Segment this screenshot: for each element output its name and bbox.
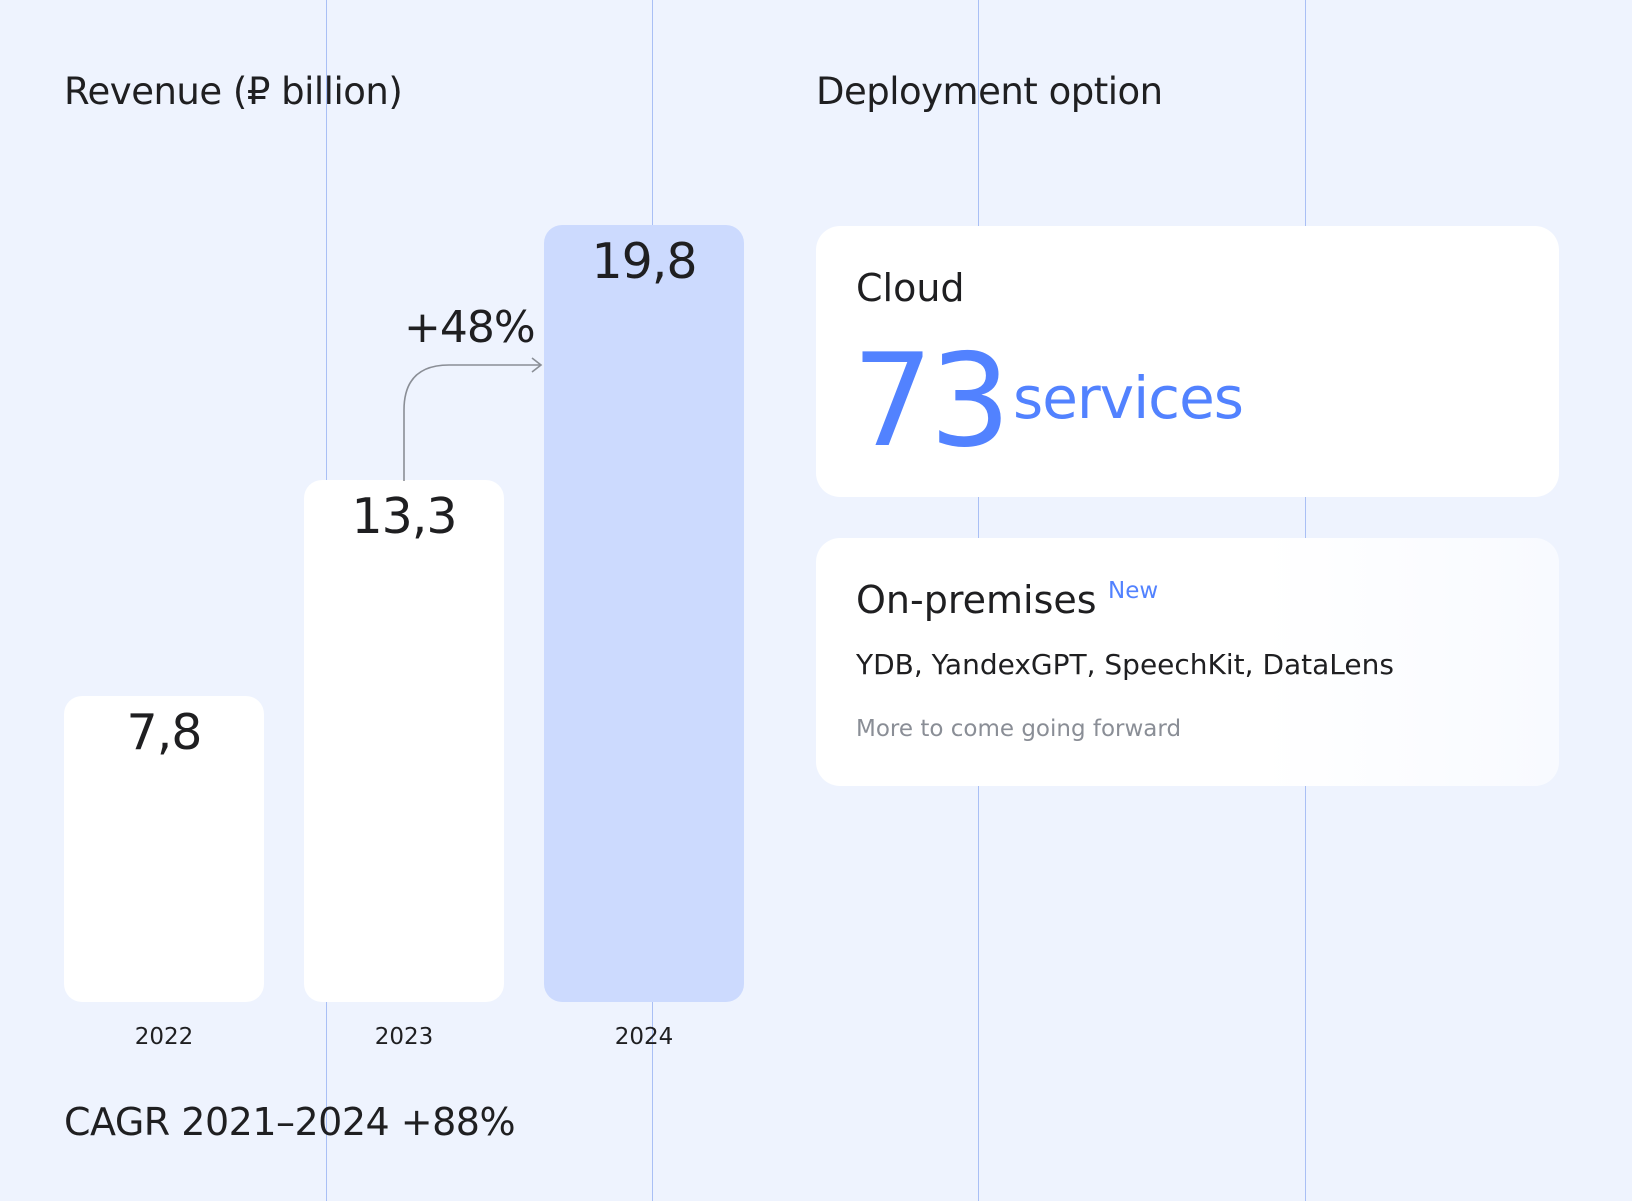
bar-2022: 7,8 [64,696,264,1002]
growth-label: +48% [404,302,536,353]
cloud-services-unit: services [1013,364,1244,432]
on-premises-title: On-premises [856,578,1097,622]
bar-value-label-2023: 13,3 [351,488,457,545]
deployment-title: Deployment option [816,70,1163,113]
x-tick-label-2022: 2022 [134,1024,194,1050]
x-tick-label-2023: 2023 [374,1024,434,1050]
on-premises-note: More to come going forward [856,716,1182,742]
cloud-card: Cloud 73 services [816,226,1559,497]
bar-value-label-2024: 19,8 [591,233,697,290]
chart-title: Revenue (₽ billion) [64,70,403,113]
cloud-title: Cloud [856,266,965,310]
on-premises-card: On-premises New YDB, YandexGPT, SpeechKi… [816,538,1559,786]
on-premises-products: YDB, YandexGPT, SpeechKit, DataLens [856,648,1394,681]
growth-arrow-head [531,357,543,373]
bar-2023: 13,3 [304,480,504,1002]
bar-2024: 19,8 [544,225,744,1002]
x-tick-label-2024: 2024 [614,1024,674,1050]
bar-value-label-2022: 7,8 [126,704,203,761]
cloud-services-count: 73 [852,327,1011,476]
growth-arrow-path [403,364,540,481]
new-badge: New [1108,578,1159,604]
cagr-footnote: CAGR 2021–2024 +88% [64,1100,516,1144]
